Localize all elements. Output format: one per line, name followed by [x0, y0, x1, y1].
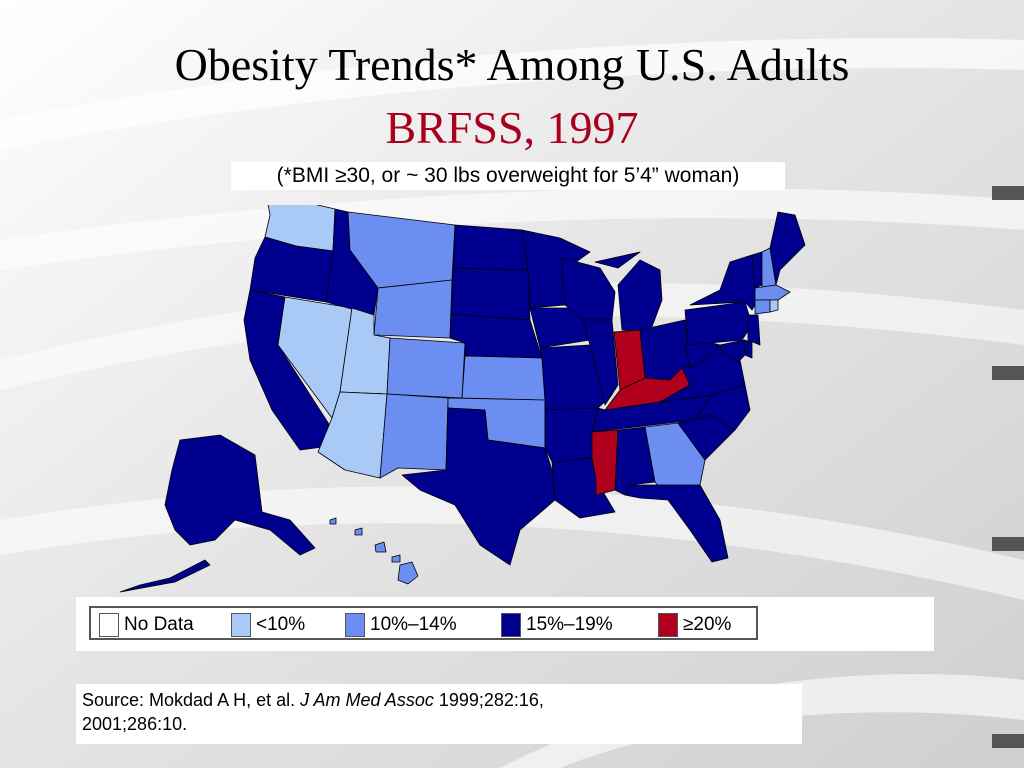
- legend-label-15to19: 15%–19%: [526, 614, 613, 635]
- source-line-2: 2001;286:10.: [82, 714, 188, 734]
- state-ks: [461, 355, 546, 401]
- source-journal: J Am Med Assoc: [300, 690, 434, 710]
- state-hi: [329, 517, 419, 585]
- source-suffix: 1999;282:16,: [433, 690, 544, 710]
- state-nj: [747, 314, 761, 346]
- state-ms: [591, 429, 619, 496]
- state-mi: [594, 251, 663, 333]
- state-il: [582, 319, 619, 406]
- state-ny: [689, 254, 759, 311]
- legend-label-no-data: No Data: [124, 614, 194, 635]
- legend-swatch-15to19: [501, 613, 521, 637]
- state-ma: [754, 284, 791, 301]
- state-me: [769, 211, 806, 286]
- source-line-1: Source: Mokdad A H, et al. J Am Med Asso…: [82, 688, 544, 712]
- state-ct: [754, 299, 771, 315]
- legend-swatch-10to14: [345, 613, 365, 637]
- state-co: [386, 337, 466, 399]
- state-ak: [119, 434, 316, 593]
- legend-box: No Data <10% 10%–14% 15%–19% ≥20%: [89, 606, 758, 640]
- slide-subtitle: BRFSS, 1997: [385, 102, 639, 153]
- legend-label-ge20: ≥20%: [683, 614, 732, 635]
- map-legend: No Data <10% 10%–14% 15%–19% ≥20%: [76, 597, 934, 651]
- legend-swatch-ge20: [658, 613, 678, 637]
- legend-label-lt10: <10%: [256, 614, 306, 635]
- us-obesity-map: [119, 205, 806, 593]
- state-pa: [684, 301, 753, 346]
- state-nd: [452, 224, 529, 271]
- state-tx: [401, 407, 556, 566]
- state-ar: [544, 407, 599, 463]
- legend-label-10to14: 10%–14%: [370, 614, 457, 635]
- source-prefix: Source: Mokdad A H, et al.: [82, 690, 301, 710]
- bmi-footnote: (*BMI ≥30, or ~ 30 lbs overweight for 5’…: [231, 162, 785, 190]
- state-sd: [450, 267, 531, 321]
- legend-swatch-lt10: [231, 613, 251, 637]
- state-nm: [379, 393, 449, 479]
- state-md: [719, 339, 746, 363]
- slide-title: Obesity Trends* Among U.S. Adults: [174, 39, 850, 90]
- state-fl: [624, 484, 729, 563]
- legend-swatch-no-data: [99, 613, 119, 637]
- state-ri: [769, 299, 779, 313]
- source-citation: Source: Mokdad A H, et al. J Am Med Asso…: [76, 684, 802, 744]
- state-wy: [373, 279, 453, 339]
